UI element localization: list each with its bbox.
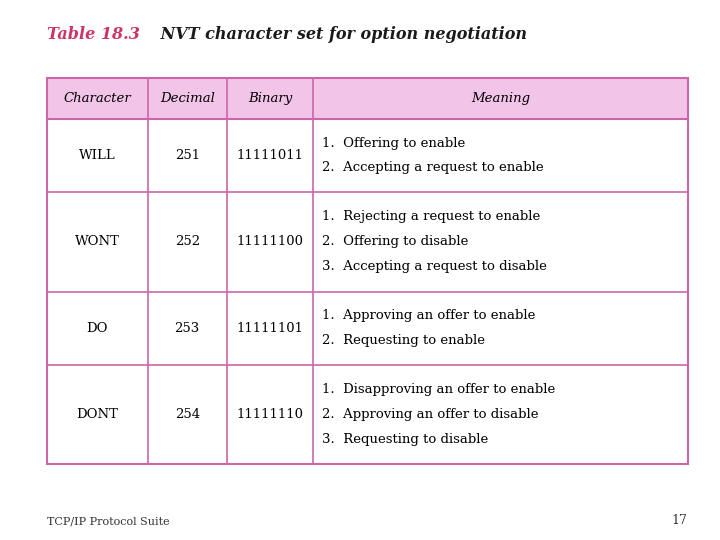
Bar [47,78,688,119]
Text: NVT character set for option negotiation: NVT character set for option negotiation [155,26,527,43]
Bar [47,78,688,464]
Text: 2.  Requesting to enable: 2. Requesting to enable [322,334,485,347]
Text: WILL: WILL [78,148,116,162]
Text: 3.  Accepting a request to disable: 3. Accepting a request to disable [322,260,546,273]
Text: Character: Character [63,92,131,105]
Text: 2.  Approving an offer to disable: 2. Approving an offer to disable [322,408,539,421]
Text: 253: 253 [174,321,200,335]
Text: 2.  Accepting a request to enable: 2. Accepting a request to enable [322,161,544,174]
Text: 1.  Rejecting a request to enable: 1. Rejecting a request to enable [322,210,540,223]
Text: 11111110: 11111110 [236,408,304,421]
Text: 1.  Disapproving an offer to enable: 1. Disapproving an offer to enable [322,383,555,396]
Text: 11111100: 11111100 [236,235,304,248]
Text: 254: 254 [175,408,199,421]
Text: Table 18.3: Table 18.3 [47,26,140,43]
Text: DONT: DONT [76,408,118,421]
Text: 2.  Offering to disable: 2. Offering to disable [322,235,468,248]
Text: DO: DO [86,321,108,335]
Text: WONT: WONT [75,235,120,248]
Text: Meaning: Meaning [471,92,530,105]
Text: 251: 251 [175,148,199,162]
Text: 17: 17 [672,514,688,526]
Text: 1.  Offering to enable: 1. Offering to enable [322,137,465,150]
Text: 11111011: 11111011 [236,148,304,162]
Text: 252: 252 [175,235,199,248]
Text: 3.  Requesting to disable: 3. Requesting to disable [322,433,488,446]
Text: 1.  Approving an offer to enable: 1. Approving an offer to enable [322,309,535,322]
Text: 11111101: 11111101 [236,321,304,335]
Text: Decimal: Decimal [160,92,215,105]
Text: TCP/IP Protocol Suite: TCP/IP Protocol Suite [47,516,169,526]
Text: Binary: Binary [248,92,292,105]
